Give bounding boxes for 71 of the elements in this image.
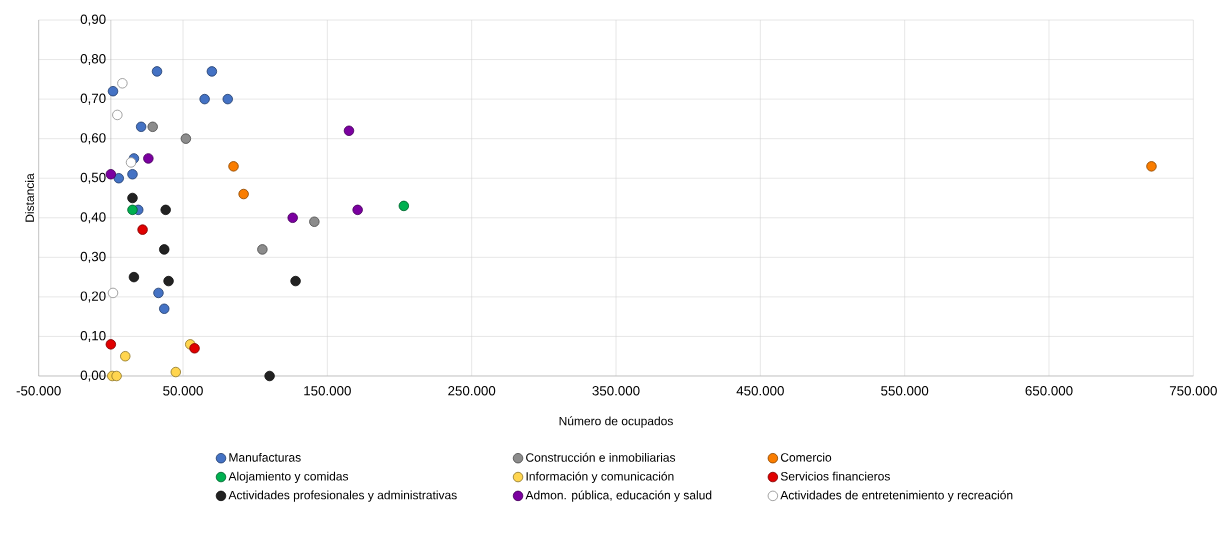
point — [113, 173, 124, 184]
point — [160, 204, 171, 216]
point — [290, 275, 301, 287]
y-tick-label: 0,40 — [80, 212, 106, 224]
point — [111, 370, 122, 382]
point — [170, 366, 181, 378]
y-tick-label: 0,90 — [80, 14, 106, 26]
x-tick-label: 450.000 — [736, 386, 784, 396]
point — [159, 303, 170, 314]
point — [180, 133, 192, 144]
legend-label: Información y comunicación — [526, 471, 674, 483]
point — [352, 204, 363, 216]
y-tick-label: 0,10 — [80, 330, 106, 342]
point — [127, 204, 138, 216]
legend-label: Admon. pública, educación y salud — [525, 490, 712, 502]
x-tick-label: 550.000 — [881, 386, 929, 396]
x-tick-label: 150.000 — [304, 386, 351, 396]
point — [264, 370, 275, 382]
legend-label: Actividades de entretenimiento y recreación — [780, 490, 1013, 502]
legend-label: Servicios financieros — [780, 471, 890, 481]
y-tick-label: 0,70 — [80, 93, 106, 105]
point — [189, 343, 200, 354]
x-tick-label: 250.000 — [448, 386, 496, 396]
point — [159, 244, 170, 255]
y-tick-label: 0,00 — [80, 370, 106, 382]
point — [398, 200, 410, 212]
point — [105, 169, 117, 180]
point — [107, 86, 119, 97]
point — [107, 287, 119, 299]
point — [127, 192, 138, 204]
point — [125, 157, 137, 168]
legend-label: Alojamiento y comidas — [228, 471, 349, 483]
point — [228, 161, 239, 172]
point — [137, 224, 148, 235]
point — [105, 339, 117, 350]
x-tick-label: 50.000 — [163, 386, 203, 396]
point — [287, 212, 298, 223]
point — [257, 244, 268, 255]
point — [147, 121, 158, 132]
point — [117, 78, 128, 89]
y-tick-label: 0,20 — [80, 291, 106, 303]
legend-label: Construcción e inmobiliarias — [526, 452, 676, 462]
point — [128, 271, 140, 283]
point — [135, 121, 147, 132]
y-tick-label: 0,80 — [80, 54, 106, 66]
x-axis-title: Número de ocupados — [559, 416, 673, 428]
point — [143, 153, 154, 164]
x-tick-label: 650.000 — [1025, 386, 1073, 396]
point — [151, 66, 163, 77]
y-tick-label: 0,50 — [80, 172, 106, 184]
x-tick-label: 350.000 — [592, 386, 640, 396]
point — [112, 109, 123, 121]
point — [343, 125, 355, 136]
y-tick-label: 0,60 — [80, 133, 106, 145]
legend-label: Actividades profesionales y administrativas — [228, 490, 457, 502]
point — [163, 275, 174, 287]
point — [153, 287, 164, 299]
point — [222, 93, 233, 105]
y-axis-title: Distancia — [25, 173, 34, 222]
point — [120, 351, 131, 362]
point — [199, 93, 210, 105]
legend-label: Comercio — [780, 452, 832, 462]
y-tick-label: 0,30 — [80, 251, 106, 263]
x-tick-label: -50.000 — [16, 386, 61, 396]
point — [309, 216, 320, 227]
point — [238, 188, 249, 200]
point — [206, 66, 218, 77]
point — [127, 169, 138, 180]
point — [1146, 161, 1157, 172]
legend-label: Manufacturas — [229, 452, 301, 462]
x-tick-label: 750.000 — [1169, 386, 1217, 396]
